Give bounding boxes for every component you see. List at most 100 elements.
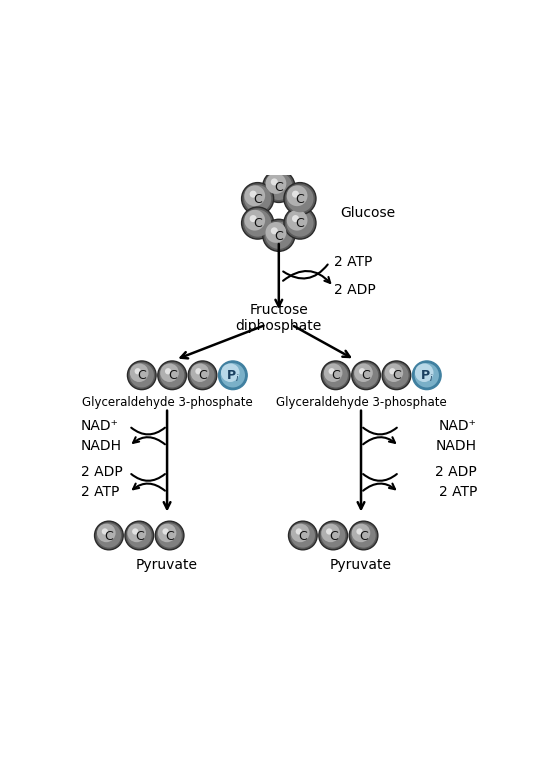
Circle shape (265, 173, 293, 200)
Circle shape (250, 191, 257, 198)
Circle shape (97, 523, 121, 548)
Circle shape (351, 523, 376, 548)
Text: C: C (138, 370, 146, 383)
Circle shape (326, 529, 332, 535)
Circle shape (244, 210, 265, 231)
Circle shape (382, 361, 411, 390)
Circle shape (292, 191, 299, 198)
Circle shape (390, 368, 395, 374)
Circle shape (134, 368, 141, 374)
Text: C: C (165, 529, 174, 542)
Circle shape (287, 186, 307, 206)
Circle shape (356, 529, 363, 535)
Circle shape (244, 185, 271, 212)
Text: 2 ATP: 2 ATP (333, 255, 372, 269)
Text: Glyceraldehyde 3-phosphate: Glyceraldehyde 3-phosphate (276, 397, 447, 410)
Text: 2 ADP: 2 ADP (333, 283, 375, 296)
Text: C: C (359, 529, 368, 542)
Circle shape (321, 523, 345, 548)
Circle shape (271, 178, 278, 186)
Circle shape (286, 209, 313, 237)
Circle shape (385, 364, 403, 382)
Text: C: C (392, 370, 401, 383)
Text: C: C (299, 529, 307, 542)
Text: NADH: NADH (436, 439, 477, 453)
Circle shape (244, 209, 271, 237)
Circle shape (242, 207, 274, 239)
Circle shape (127, 361, 156, 390)
Circle shape (296, 529, 302, 535)
Circle shape (271, 228, 278, 235)
Text: 2 ATP: 2 ATP (438, 485, 477, 500)
Circle shape (415, 363, 439, 387)
Circle shape (322, 361, 350, 390)
Text: C: C (254, 193, 262, 206)
Circle shape (102, 529, 108, 535)
Circle shape (291, 523, 310, 542)
Text: NAD⁺: NAD⁺ (81, 419, 119, 433)
Circle shape (155, 521, 184, 550)
Circle shape (130, 364, 149, 382)
Circle shape (329, 368, 335, 374)
Text: C: C (295, 193, 304, 206)
Circle shape (221, 364, 239, 382)
Text: C: C (198, 370, 207, 383)
Text: C: C (254, 218, 262, 231)
Text: C: C (295, 218, 304, 231)
Circle shape (157, 523, 182, 548)
Circle shape (322, 523, 340, 542)
Text: P$_i$: P$_i$ (226, 368, 240, 384)
Circle shape (265, 222, 286, 243)
Text: C: C (329, 529, 338, 542)
Circle shape (324, 363, 348, 387)
Circle shape (160, 363, 184, 387)
Text: NADH: NADH (81, 439, 122, 453)
Circle shape (158, 361, 187, 390)
Circle shape (127, 523, 151, 548)
Circle shape (265, 222, 293, 249)
Circle shape (412, 361, 441, 390)
Text: C: C (362, 370, 370, 383)
Circle shape (351, 523, 370, 542)
Circle shape (165, 368, 171, 374)
Text: P$_i$: P$_i$ (420, 368, 434, 384)
Circle shape (160, 364, 179, 382)
Circle shape (288, 521, 317, 550)
Circle shape (284, 207, 316, 239)
Circle shape (287, 210, 307, 231)
Text: C: C (104, 529, 113, 542)
Circle shape (319, 521, 348, 550)
Text: Pyruvate: Pyruvate (136, 558, 198, 571)
Circle shape (127, 523, 146, 542)
Circle shape (97, 523, 116, 542)
Circle shape (95, 521, 123, 550)
Circle shape (415, 364, 434, 382)
Circle shape (125, 521, 153, 550)
Circle shape (195, 368, 202, 374)
Circle shape (242, 183, 274, 215)
Circle shape (324, 364, 343, 382)
Circle shape (384, 363, 409, 387)
Circle shape (284, 183, 316, 215)
Text: C: C (135, 529, 144, 542)
Text: 2 ADP: 2 ADP (435, 465, 477, 479)
Circle shape (250, 215, 257, 222)
Text: Fructose
diphosphate: Fructose diphosphate (236, 303, 322, 333)
Circle shape (158, 523, 176, 542)
Circle shape (163, 529, 169, 535)
Text: 2 ADP: 2 ADP (81, 465, 122, 479)
Circle shape (263, 219, 295, 251)
Circle shape (219, 361, 247, 390)
Text: C: C (274, 230, 283, 243)
Text: NAD⁺: NAD⁺ (439, 419, 477, 433)
Text: C: C (168, 370, 176, 383)
Circle shape (349, 521, 378, 550)
Circle shape (354, 364, 373, 382)
Text: Pyruvate: Pyruvate (330, 558, 392, 571)
Circle shape (263, 170, 295, 202)
Text: C: C (331, 370, 340, 383)
Circle shape (190, 363, 215, 387)
Text: Glyceraldehyde 3-phosphate: Glyceraldehyde 3-phosphate (82, 397, 252, 410)
Circle shape (354, 363, 378, 387)
Circle shape (188, 361, 217, 390)
